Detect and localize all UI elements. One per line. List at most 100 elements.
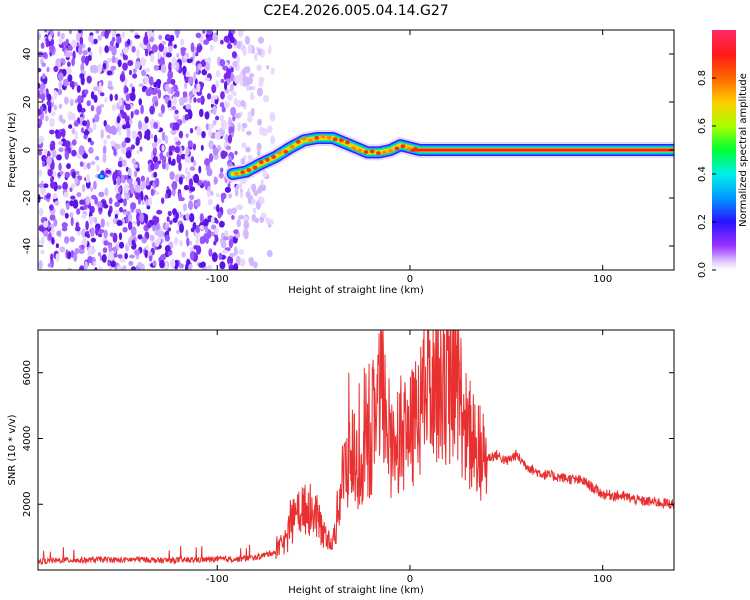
spectrogram-noise-cell [98, 81, 102, 92]
spectrogram-ridge-dot [376, 151, 381, 156]
spectrogram-noise-cell [226, 43, 233, 50]
spectrogram-noise-cell [184, 96, 188, 103]
spectrogram-noise-cell [169, 171, 175, 181]
spectrogram-noise-cell [185, 229, 189, 238]
spectrogram-noise-cell [153, 81, 158, 88]
spectrogram-noise-cell [226, 208, 233, 216]
spectrogram-noise-cell [200, 261, 206, 268]
spectrogram-noise-cell [250, 91, 254, 98]
spectrogram-noise-cell [208, 130, 212, 137]
spectrogram-noise-cell [64, 171, 71, 178]
spectrogram-noise-cell [141, 180, 148, 189]
spectrogram-noise-cell [185, 103, 192, 110]
spectrogram-ridge-dot [314, 135, 320, 140]
spectrogram-noise-cell [208, 123, 212, 132]
spectrogram-noise-cell [245, 191, 251, 199]
spectrogram-noise-cell [211, 84, 217, 94]
spectrogram-noise-cell [153, 64, 159, 71]
spectrogram-noise-cell [227, 134, 233, 144]
spectrogram-noise-cell [169, 122, 174, 129]
spectrogram-noise-cell [203, 39, 210, 45]
spectrogram-noise-cell [148, 198, 153, 205]
spectrogram-noise-cell [238, 249, 245, 255]
spectrogram-noise-cell [83, 161, 88, 171]
spectrogram-noise-cell [115, 57, 119, 64]
spectrogram-noise-cell [258, 196, 265, 204]
spectrogram-noise-cell [164, 96, 169, 102]
spectrogram-noise-cell [222, 65, 229, 71]
spectrogram-noise-cell [245, 130, 252, 136]
spectrogram-noise-cell [265, 217, 270, 224]
spectrogram-noise-cell [173, 136, 179, 142]
spectrogram-noise-cell [166, 77, 172, 85]
spectrogram-noise-cell [215, 80, 220, 89]
spectrogram-noise-cell [84, 55, 89, 66]
spectrogram-noise-cell [154, 191, 160, 196]
spectrogram-noise-cell [241, 127, 246, 132]
spectrogram-noise-cell [173, 44, 177, 49]
spectrogram-noise-cell [251, 198, 256, 205]
spectrogram-noise-cell [71, 183, 76, 189]
colorbar-tick-label: 0.4 [697, 166, 708, 182]
spectrogram-noise-cell [166, 216, 170, 223]
spectrogram-noise-cell [51, 149, 57, 159]
spectrogram-noise-cell [38, 68, 42, 73]
spectrogram-noise-cell [165, 234, 170, 242]
spectrogram-spot-core [99, 174, 104, 178]
spectrogram-noise-cell [49, 44, 55, 53]
spectrogram-noise-cell [115, 193, 122, 200]
spectrogram-noise-cell [118, 186, 122, 193]
spectrogram-noise-cell [193, 173, 200, 184]
spectrogram-ridge-dot [301, 136, 307, 141]
spectrogram-noise-cell [241, 142, 247, 149]
spectrogram-noise-cell [104, 187, 109, 197]
spectrogram-noise-cell [188, 179, 193, 188]
spectrogram-noise-cell [117, 254, 123, 259]
spectrogram-noise-cell [116, 219, 123, 226]
spectrogram-noise-cell [40, 236, 45, 245]
spectrogram-noise-cell [92, 64, 98, 74]
spectrogram-noise-cell [138, 98, 143, 106]
spectrogram-noise-cell [121, 31, 125, 39]
spectrogram-xlabel: Height of straight line (km) [288, 285, 424, 296]
spectrogram-noise-cell [128, 213, 133, 222]
spectrogram-noise-cell [94, 196, 98, 205]
spectrogram-ridge-dot [357, 148, 363, 153]
spectrogram-noise-cell [93, 180, 97, 190]
spectrogram-noise-cell [206, 93, 212, 100]
spectrogram-noise-cell [149, 133, 154, 139]
spectrogram-noise-cell [126, 127, 131, 138]
spectrogram-noise-cell [64, 212, 69, 219]
spectrogram-noise-cell [131, 157, 136, 165]
spectrogram-noise-cell [55, 243, 60, 249]
spectrogram-ridge-dot [246, 168, 252, 173]
spectrogram-noise-cell [144, 67, 151, 73]
spectrogram-noise-cell [153, 147, 157, 154]
snr-panel: -100 0 100 2000 4000 6000 Height of straight … [7, 329, 675, 596]
spectrogram-noise-cell [164, 84, 170, 91]
spectrogram-noise-cell [252, 261, 258, 269]
spectrogram-noise-cell [57, 185, 62, 190]
spectrogram-noise-cell [130, 144, 135, 150]
spectrogram-ridge-dot [271, 154, 276, 159]
spectrogram-noise-cell [118, 130, 122, 136]
spectrogram-noise-cell [131, 86, 136, 94]
spectrogram-noise-cell [85, 220, 89, 231]
spectrogram-noise-cell [257, 36, 265, 44]
spectrogram-noise-cell [107, 80, 113, 88]
spectrogram-ytick-label: -40 [22, 238, 33, 254]
spectrogram-noise-cell [94, 113, 100, 123]
spectrogram-noise-cell [134, 184, 141, 193]
spectrogram-noise-cell [123, 46, 129, 55]
spectrogram-noise-cell [170, 78, 176, 86]
spectrogram-noise-cell [238, 182, 243, 190]
spectrogram-xtick-label: 100 [593, 274, 612, 285]
spectrogram-noise-cell [178, 161, 182, 172]
spectrogram-noise-cell [188, 264, 193, 270]
spectrogram-noise-cell [147, 30, 153, 39]
spectrogram-noise-cell [239, 258, 246, 267]
spectrogram-noise-cell [189, 127, 194, 134]
spectrogram-noise-cell [86, 100, 91, 107]
spectrogram-noise-cell [106, 221, 110, 227]
spectrogram-noise-cell [239, 191, 244, 198]
